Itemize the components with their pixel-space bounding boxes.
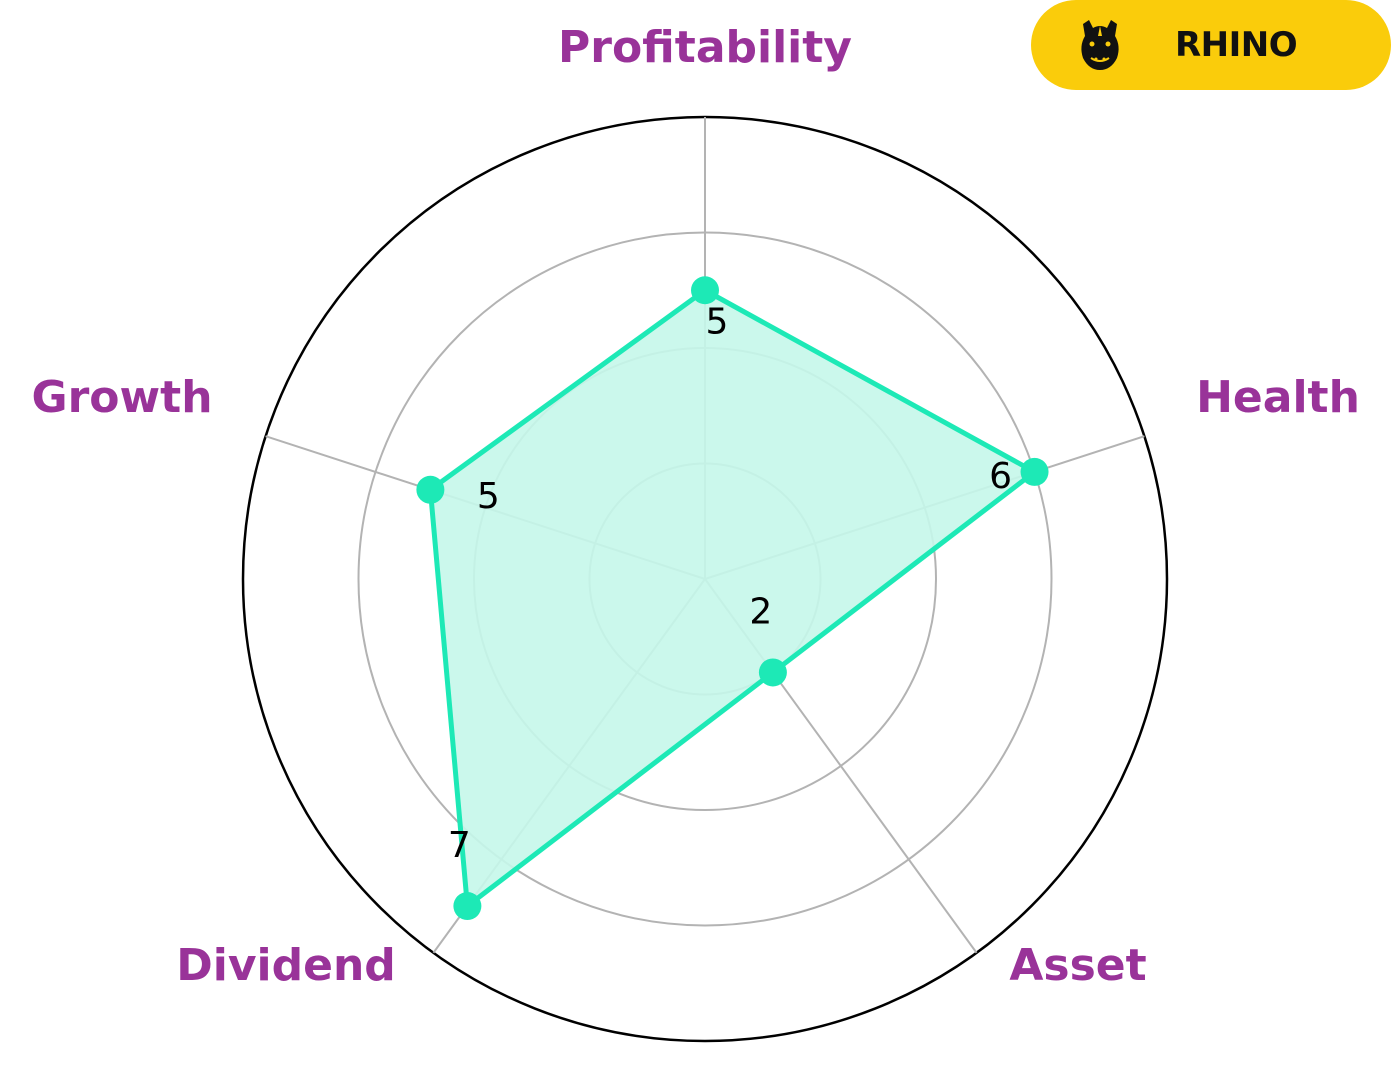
data-point-growth: [416, 475, 445, 504]
axis-label-profitability: Profitability: [558, 22, 852, 73]
data-label-health: 6: [989, 456, 1012, 497]
brand-name: RHINO: [1175, 25, 1298, 65]
axis-label-asset: Asset: [1009, 940, 1146, 991]
data-point-profitability: [691, 276, 719, 305]
rhino-head-icon: [1081, 20, 1119, 70]
data-label-profitability: 5: [706, 301, 729, 342]
data-label-dividend: 7: [448, 825, 471, 866]
data-point-health: [1020, 457, 1049, 486]
brand-badge: RHINO: [1031, 0, 1391, 90]
data-point-dividend: [453, 892, 482, 921]
data-point-asset: [758, 658, 787, 687]
data-label-growth: 5: [477, 476, 500, 517]
axis-label-dividend: Dividend: [176, 940, 396, 991]
radar-series: 5 6 2 7 5: [416, 276, 1049, 921]
series-area: [430, 290, 1035, 907]
axis-label-growth: Growth: [31, 372, 212, 423]
axis-label-health: Health: [1196, 372, 1360, 423]
radar-labels: Profitability Health Asset Dividend Growth: [31, 22, 1359, 991]
data-label-asset: 2: [749, 591, 772, 632]
series-line: [427, 287, 1038, 909]
